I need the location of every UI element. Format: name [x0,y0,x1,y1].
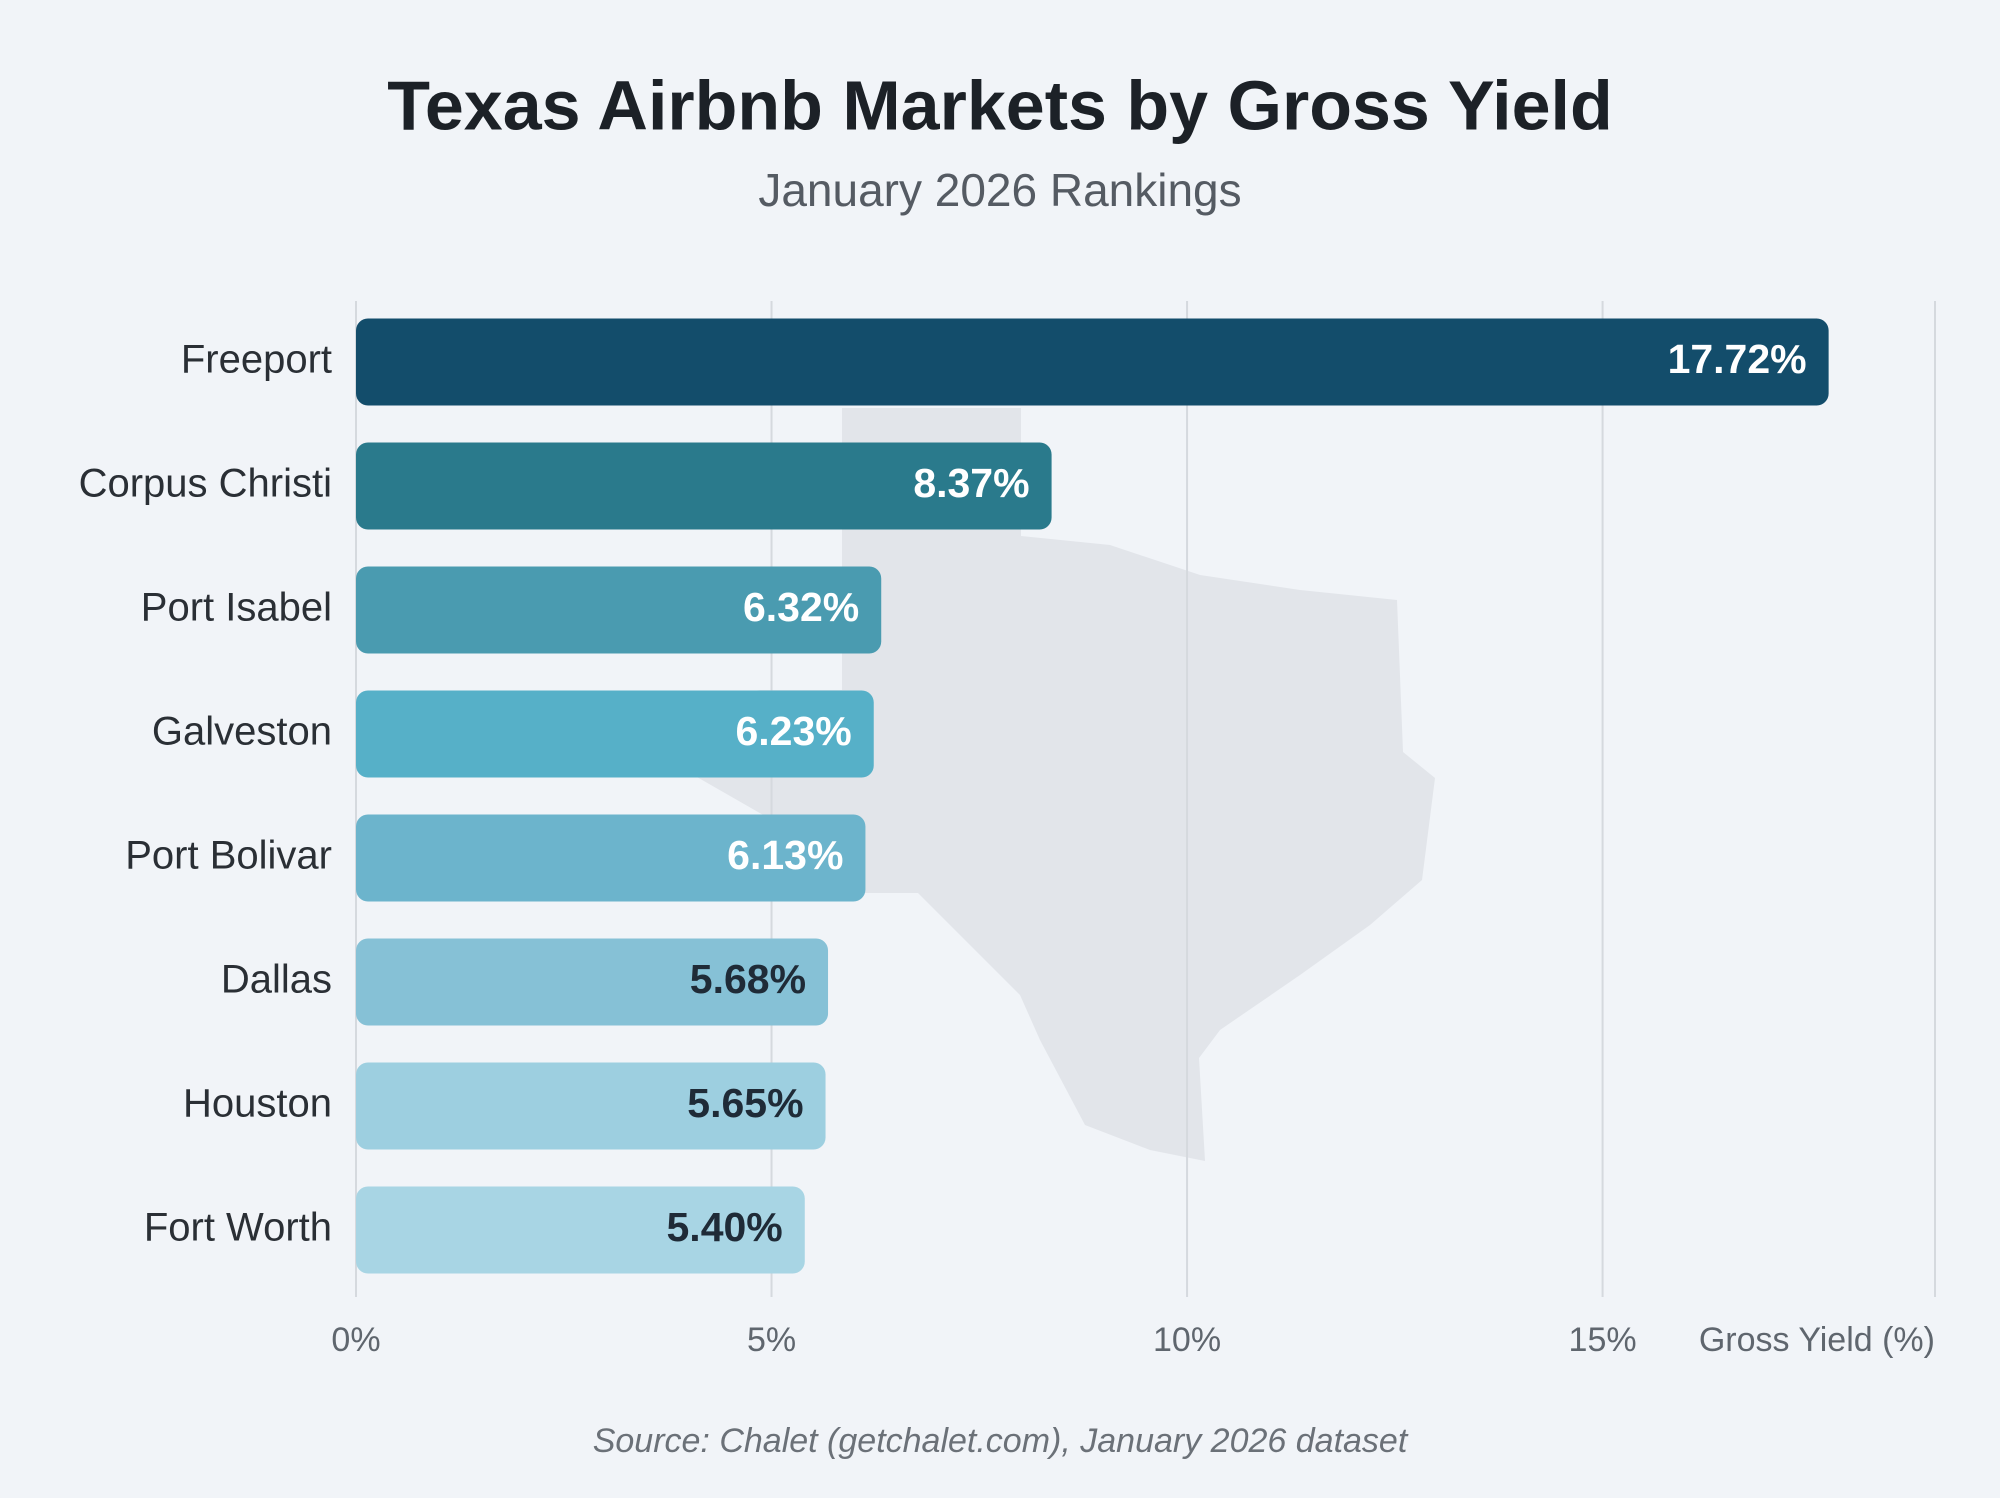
value-label: 6.32% [743,584,859,630]
bar [356,1062,826,1150]
x-tick-label: 0% [331,1321,380,1359]
bar [356,1186,805,1274]
value-label: 8.37% [913,460,1029,506]
bar [356,566,882,654]
x-tick-label: 5% [747,1321,796,1359]
category-label: Dallas [221,958,332,1002]
category-label: Freeport [181,338,332,382]
chart-subtitle: January 2026 Rankings [758,164,1241,216]
value-label: 5.68% [690,956,806,1002]
chart-title: Texas Airbnb Markets by Gross Yield [387,66,1612,144]
x-tick-label: 10% [1153,1321,1221,1359]
category-label: Port Bolivar [125,834,332,878]
x-axis-label: Gross Yield (%) [1699,1321,1935,1359]
value-label: 17.72% [1668,336,1807,382]
bar [356,442,1052,530]
x-tick-label: 15% [1569,1321,1637,1359]
bar [356,690,874,778]
bar [356,318,1829,406]
value-label: 6.23% [735,708,851,754]
category-label: Houston [183,1082,332,1126]
bar [356,938,829,1026]
category-label: Fort Worth [144,1206,332,1250]
value-label: 5.40% [667,1204,783,1250]
source-note: Source: Chalet (getchalet.com), January … [593,1422,1409,1460]
value-label: 5.65% [687,1080,803,1126]
category-label: Port Isabel [141,586,332,630]
category-label: Galveston [152,710,332,754]
value-label: 6.13% [727,832,843,878]
category-label: Corpus Christi [79,462,332,506]
bar [356,814,866,902]
